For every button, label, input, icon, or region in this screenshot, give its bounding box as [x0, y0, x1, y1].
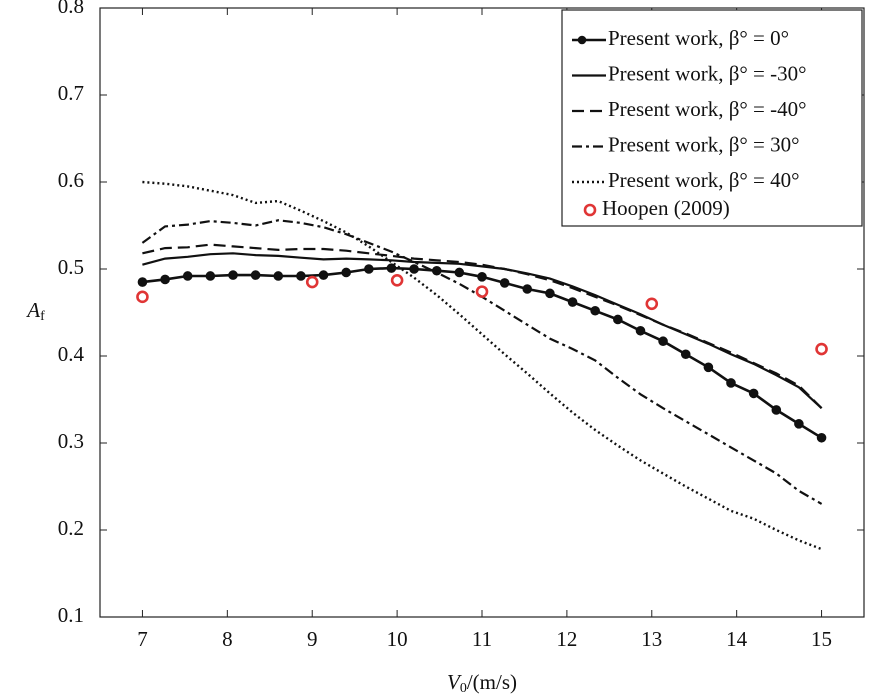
data-point: [409, 264, 419, 274]
data-point: [305, 275, 319, 289]
y-axis-label: Af: [25, 298, 45, 324]
data-point: [228, 270, 238, 280]
y-tick-label: 0.3: [58, 429, 84, 453]
data-point: [318, 270, 329, 280]
data-point: [136, 290, 149, 304]
data-point: [613, 314, 623, 325]
legend-label: Present work, β° = -40°: [608, 97, 807, 121]
data-point: [522, 284, 533, 294]
legend-label: Present work, β° = -30°: [608, 61, 807, 85]
legend-label: Hoopen (2009): [602, 196, 730, 220]
x-tick-label: 12: [556, 627, 577, 651]
y-tick-label: 0.2: [58, 516, 84, 540]
series-line: [142, 243, 823, 409]
data-point: [680, 349, 691, 360]
legend-label: Present work, β° = 40°: [608, 168, 800, 192]
data-point: [386, 263, 397, 273]
data-point: [590, 305, 600, 316]
data-point: [273, 271, 284, 281]
y-tick-label: 0.8: [58, 0, 84, 18]
data-point: [477, 272, 487, 282]
data-point: [137, 277, 148, 287]
x-label-sub: 0: [460, 681, 467, 696]
y-tick-label: 0.4: [58, 342, 85, 366]
legend-marker: [583, 203, 597, 217]
data-point: [364, 264, 374, 274]
series-line: [141, 219, 823, 505]
data-point: [703, 362, 714, 373]
legend-label: Present work, β° = 0°: [608, 26, 789, 50]
x-tick-label: 11: [472, 627, 492, 651]
legend-marker: [577, 35, 587, 45]
data-point: [182, 271, 193, 281]
series-line: [142, 266, 823, 439]
x-tick-label: 13: [641, 627, 662, 651]
data-point: [815, 342, 828, 356]
y-tick-label: 0.5: [58, 255, 84, 279]
x-label-rest: /(m/s): [467, 670, 517, 694]
data-point: [341, 267, 351, 278]
data-point: [635, 325, 646, 336]
x-tick-label: 7: [137, 627, 148, 651]
y-label-main: A: [25, 298, 40, 322]
legend-box: [561, 9, 863, 227]
data-point: [431, 265, 442, 276]
data-point: [454, 267, 465, 278]
x-label-main: V: [447, 670, 462, 694]
legend-label: Present work, β° = 30°: [608, 132, 800, 156]
data-point: [771, 405, 782, 415]
x-axis-label: V0/(m/s): [447, 670, 517, 696]
y-tick-label: 0.7: [58, 81, 84, 105]
data-point: [748, 388, 759, 399]
y-label-sub: f: [40, 309, 45, 324]
data-point: [567, 297, 578, 307]
data-point: [499, 278, 510, 288]
x-tick-label: 9: [307, 627, 318, 651]
x-tick-label: 10: [387, 627, 408, 651]
data-point: [658, 336, 668, 347]
x-tick-label: 8: [222, 627, 233, 651]
x-tick-label: 14: [726, 627, 748, 651]
data-point: [475, 285, 489, 298]
data-point: [160, 274, 170, 285]
data-point: [816, 432, 827, 443]
data-point: [726, 378, 736, 388]
data-point: [296, 271, 306, 281]
data-point: [250, 270, 261, 280]
data-point: [545, 288, 555, 299]
y-tick-label: 0.6: [58, 168, 84, 192]
y-tick-label: 0.1: [58, 603, 84, 627]
data-point: [390, 274, 404, 287]
x-tick-label: 15: [811, 627, 832, 651]
data-point: [205, 271, 216, 281]
series-line: [142, 180, 823, 551]
data-point: [794, 419, 804, 429]
data-point: [645, 297, 659, 311]
